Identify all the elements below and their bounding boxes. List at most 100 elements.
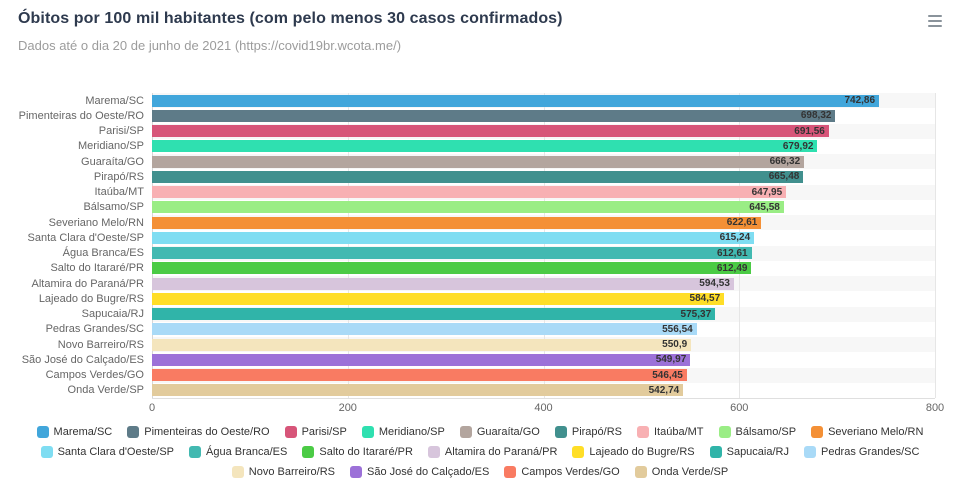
legend-item[interactable]: Altamira do Paraná/PR <box>427 444 557 460</box>
bar[interactable]: 622,61 <box>152 216 762 229</box>
legend-item[interactable]: Parisi/SP <box>284 424 347 440</box>
legend-marker <box>350 466 362 478</box>
menu-line <box>928 15 942 17</box>
bar[interactable]: 594,53 <box>152 277 734 290</box>
legend-marker <box>554 426 567 438</box>
x-tick-label: 800 <box>925 402 945 414</box>
legend-item[interactable]: Campos Verdes/GO <box>504 464 620 480</box>
legend-label: Itaúba/MT <box>654 426 704 438</box>
bar[interactable]: 665,48 <box>152 170 804 183</box>
bar-value-label: 612,61 <box>716 247 748 259</box>
bar-value-label: 647,95 <box>751 186 783 198</box>
bar-row: Itaúba/MT 647,95 <box>0 184 960 200</box>
bar[interactable]: 556,54 <box>152 323 697 336</box>
bar[interactable]: 645,58 <box>152 201 784 214</box>
bar-row: Lajeado do Bugre/RS 584,57 <box>0 291 960 306</box>
bar-track: 679,92 <box>152 139 935 154</box>
bar[interactable]: 612,49 <box>152 262 752 275</box>
legend-label: Guaraíta/GO <box>476 426 540 438</box>
bar-row: Guaraíta/GO 666,32 <box>0 154 960 170</box>
bar-track: 612,49 <box>152 261 935 276</box>
bar-row: Pirapó/RS 665,48 <box>0 169 960 184</box>
legend-item[interactable]: Salto do Itararé/PR <box>302 444 413 460</box>
x-axis: 0 200 400 600 800 <box>149 402 944 418</box>
legend-item[interactable]: Pirapó/RS <box>554 424 622 440</box>
bar[interactable]: 615,24 <box>152 231 755 244</box>
legend-item[interactable]: Pedras Grandes/SC <box>803 444 919 460</box>
legend-marker <box>504 466 517 478</box>
legend-item[interactable]: Lajeado do Bugre/RS <box>572 444 695 460</box>
bar-row: Severiano Melo/RN 622,61 <box>0 215 960 231</box>
chart-title: Óbitos por 100 mil habitantes (com pelo … <box>18 10 563 27</box>
x-tick-label: 600 <box>730 402 749 414</box>
legend-item[interactable]: Sapucaia/RJ <box>709 444 789 460</box>
legend-item[interactable]: Água Branca/ES <box>189 444 287 460</box>
chart-subtitle: Dados até o dia 20 de junho de 2021 (htt… <box>18 38 402 53</box>
legend-label: São José do Calçado/ES <box>367 466 490 478</box>
bar-value-label: 549,97 <box>655 354 687 366</box>
bar-value-label: 584,57 <box>689 293 721 305</box>
legend-item[interactable]: São José do Calçado/ES <box>350 464 489 480</box>
bar-track: 615,24 <box>152 230 935 245</box>
bar[interactable]: 612,61 <box>152 247 752 260</box>
bar-value-label: 594,53 <box>699 278 730 290</box>
bar-row: Onda Verde/SP 542,74 <box>0 383 960 398</box>
bar-value-label: 742,86 <box>844 95 876 107</box>
bar[interactable]: 691,56 <box>152 125 829 138</box>
bar-value-label: 612,49 <box>716 262 748 274</box>
legend-item[interactable]: Santa Clara d'Oeste/SP <box>40 444 175 460</box>
legend: Marema/SC Pimenteiras do Oeste/RO Parisi/S… <box>12 424 948 480</box>
legend-item[interactable]: Pimenteiras do Oeste/RO <box>127 424 270 440</box>
bar[interactable]: 549,97 <box>152 353 691 366</box>
bar-value-label: 698,32 <box>800 110 832 122</box>
legend-marker <box>572 446 585 458</box>
bar-row: Marema/SC 742,86 <box>0 93 960 109</box>
legend-item[interactable]: Guaraíta/GO <box>459 424 540 440</box>
bar-track: 594,53 <box>152 276 935 292</box>
legend-marker <box>803 446 816 458</box>
bar-track: 584,57 <box>152 291 935 306</box>
legend-label: Santa Clara d'Oeste/SP <box>57 446 175 458</box>
bar-row: Bálsamo/SP 645,58 <box>0 200 960 215</box>
bar-track: 622,61 <box>152 215 935 231</box>
category-label: Severiano Melo/RN <box>48 216 144 229</box>
legend-item[interactable]: Itaúba/MT <box>637 424 704 440</box>
bar-value-label: 645,58 <box>749 201 780 213</box>
hamburger-menu-icon[interactable] <box>925 12 945 30</box>
legend-marker <box>459 426 472 438</box>
bar-value-label: 691,56 <box>794 125 825 137</box>
bar[interactable]: 542,74 <box>152 384 684 397</box>
bar[interactable]: 575,37 <box>152 308 716 321</box>
category-label: Meridiano/SP <box>77 140 144 153</box>
legend-marker <box>189 446 202 458</box>
category-label: Pirapó/RS <box>93 170 144 183</box>
bar[interactable]: 584,57 <box>152 292 725 305</box>
category-label: Água Branca/ES <box>62 247 144 260</box>
legend-item[interactable]: Novo Barreiro/RS <box>231 464 335 480</box>
bar[interactable]: 647,95 <box>152 186 787 199</box>
bar[interactable]: 698,32 <box>152 109 836 122</box>
category-label: Campos Verdes/GO <box>45 369 144 382</box>
legend-item[interactable]: Onda Verde/SP <box>634 464 728 480</box>
legend-label: Severiano Melo/RN <box>828 426 924 438</box>
legend-item[interactable]: Marema/SC <box>36 424 112 440</box>
bar[interactable]: 666,32 <box>152 155 805 168</box>
bar[interactable]: 550,9 <box>152 338 692 351</box>
bar-value-label: 615,24 <box>719 232 751 244</box>
bar[interactable]: 679,92 <box>152 140 818 153</box>
bar-row: Água Branca/ES 612,61 <box>0 245 960 261</box>
legend-label: Sapucaia/RJ <box>726 446 789 458</box>
bar-track: 647,95 <box>152 184 935 200</box>
legend-item[interactable]: Bálsamo/SP <box>718 424 796 440</box>
bar-value-label: 556,54 <box>662 323 693 335</box>
menu-line <box>928 20 942 22</box>
legend-label: Lajeado do Bugre/RS <box>589 446 695 458</box>
bar-track: 645,58 <box>152 200 935 215</box>
legend-marker <box>36 426 49 438</box>
bar[interactable]: 546,45 <box>152 369 687 382</box>
bar[interactable]: 742,86 <box>152 94 880 107</box>
legend-item[interactable]: Severiano Melo/RN <box>811 424 923 440</box>
legend-item[interactable]: Meridiano/SP <box>361 424 445 440</box>
legend-marker <box>361 426 374 438</box>
x-tick-label: 200 <box>338 402 357 414</box>
